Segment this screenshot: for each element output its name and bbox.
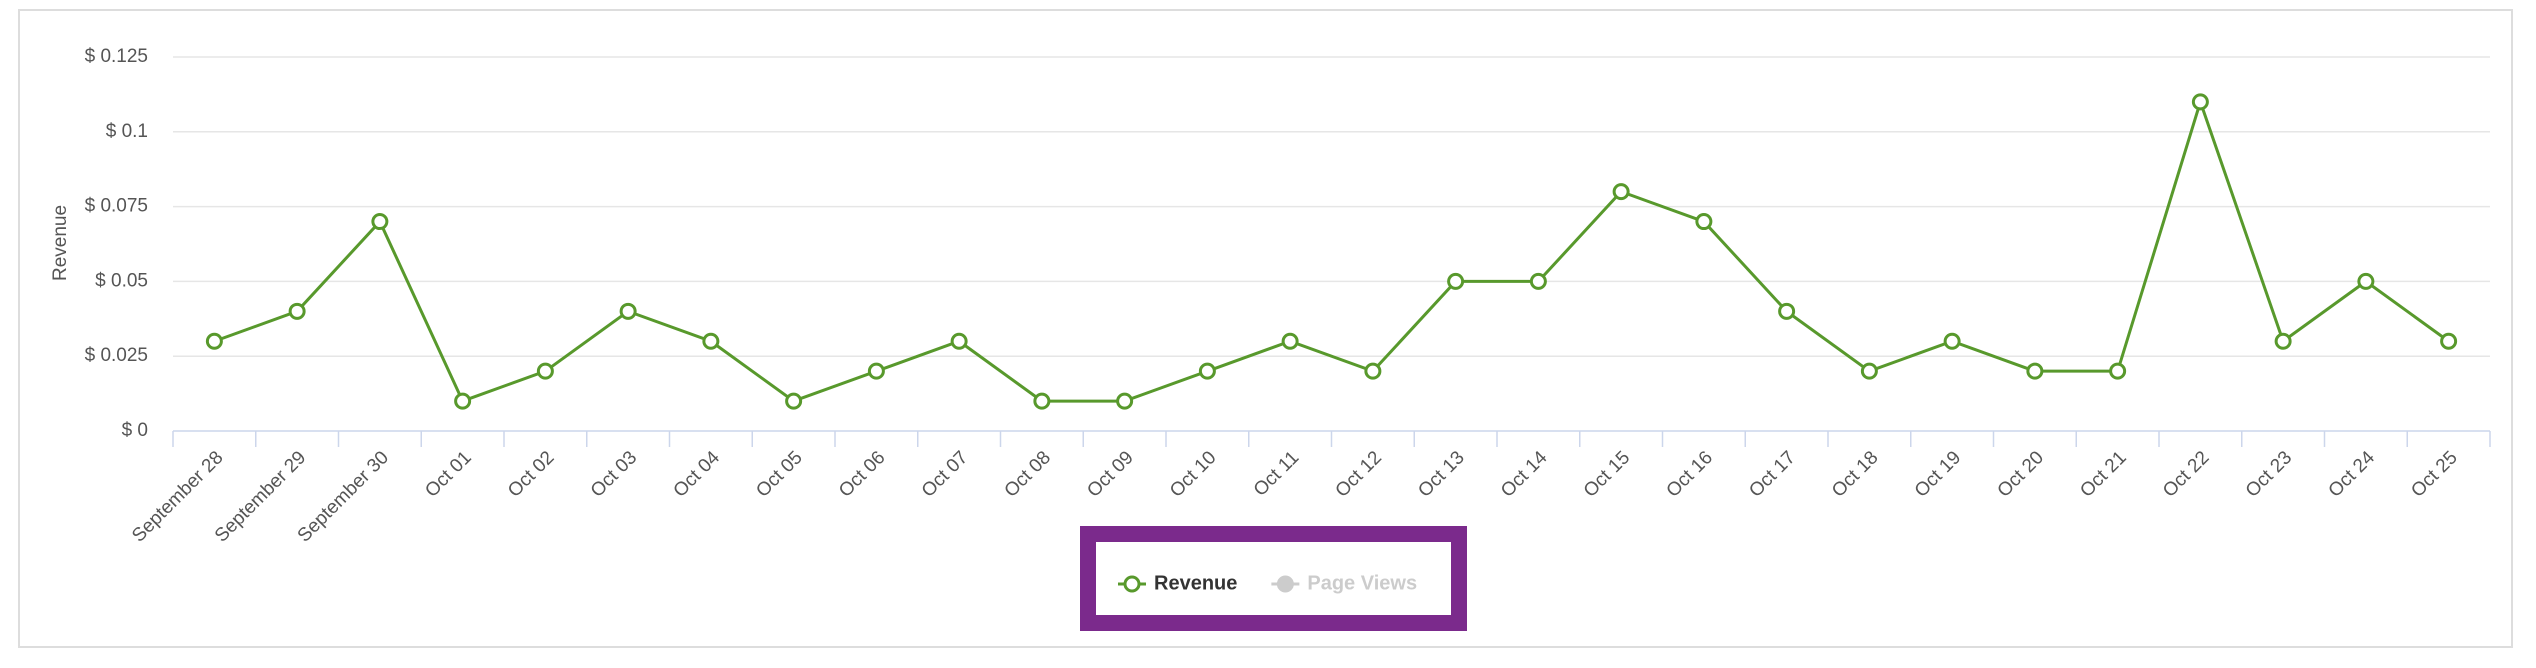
y-tick-label: $ 0.05 <box>95 270 148 291</box>
point <box>205 332 223 350</box>
point <box>371 213 389 231</box>
y-tick-label: $ 0 <box>122 420 148 441</box>
point <box>619 302 637 320</box>
point <box>1695 213 1713 231</box>
point <box>1612 183 1630 201</box>
point <box>2191 93 2209 111</box>
legend-label[interactable]: Revenue <box>1154 572 1237 594</box>
point <box>785 392 803 410</box>
point <box>1033 392 1051 410</box>
point <box>454 392 472 410</box>
y-tick-label: $ 0.025 <box>85 345 148 366</box>
point <box>1447 272 1465 290</box>
point <box>1943 332 1961 350</box>
y-axis-label: Revenue <box>50 205 71 281</box>
y-tick-label: $ 0.075 <box>85 196 148 217</box>
point <box>1860 362 1878 380</box>
point <box>2274 332 2292 350</box>
point <box>1281 332 1299 350</box>
point <box>950 332 968 350</box>
legend-marker <box>1123 575 1141 593</box>
point <box>867 362 885 380</box>
point <box>536 362 554 380</box>
point <box>1778 302 1796 320</box>
line <box>213 97 2450 403</box>
point <box>288 302 306 320</box>
y-tick-label: $ 0.1 <box>106 121 148 142</box>
legend-marker <box>1276 575 1294 593</box>
point <box>1116 392 1134 410</box>
point <box>1529 272 1547 290</box>
point <box>1364 362 1382 380</box>
point <box>1198 362 1216 380</box>
point <box>2026 362 2044 380</box>
highlight-box <box>1080 526 1467 631</box>
point <box>2440 332 2458 350</box>
y-tick-label: $ 0.125 <box>85 46 148 67</box>
point <box>702 332 720 350</box>
point <box>2357 272 2375 290</box>
point <box>2109 362 2127 380</box>
legend-label[interactable]: Page Views <box>1307 572 1417 594</box>
